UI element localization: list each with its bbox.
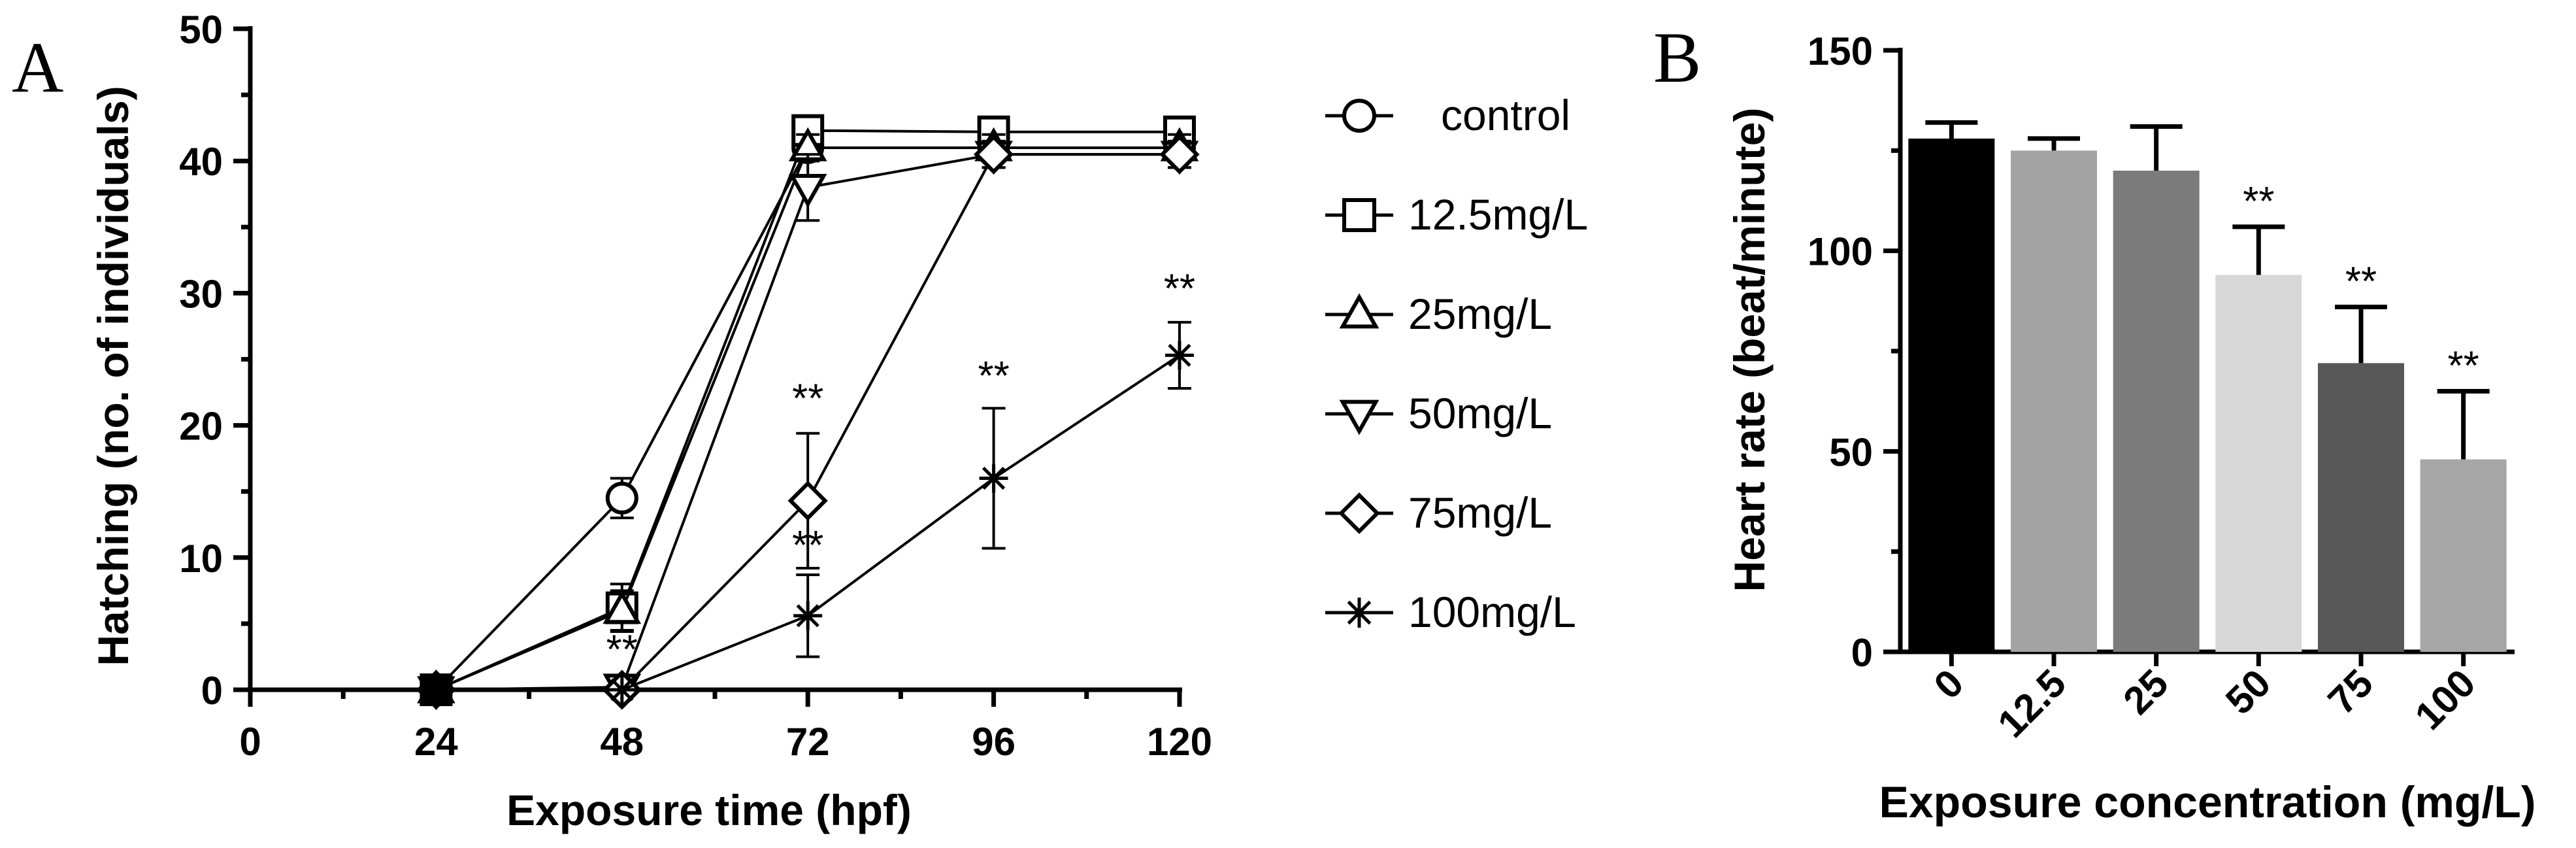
y-tick-label-a: 30 [179,272,223,316]
bar [2215,275,2302,652]
legend-marker-triangle-up [1339,293,1379,329]
legend-marker-circle [1342,99,1376,133]
data-point-circle [605,481,638,515]
legend-label: 25mg/L [1408,290,1552,338]
legend-marker-triangle-down [1339,399,1379,435]
bar [2318,363,2404,652]
error-bar [2130,124,2183,171]
legend-item-control: control [1325,91,1570,139]
data-point-triangle-up [603,590,642,624]
x-tick-label-a: 48 [600,720,644,764]
x-tick-label-b: 75 [2320,661,2382,723]
x-tick-label-a: 120 [1147,720,1212,764]
significance-marker: ** [978,354,1009,399]
legend-label: 100mg/L [1408,588,1576,636]
data-point-diamond [1159,134,1200,175]
data-point-asterisk [979,464,1008,493]
y-tick-label-b: 150 [1808,29,1873,73]
legend-label: control [1441,91,1570,139]
significance-marker: ** [2448,343,2479,388]
x-tick-label-b: 0 [1926,661,1972,707]
y-tick-label-a: 20 [179,405,223,449]
error-bar [2232,224,2285,275]
bar [2113,171,2200,652]
x-tick-label-b: 50 [2217,661,2279,723]
x-axis-label-b: Exposure concentration (mg/L) [1879,777,2536,827]
data-point-asterisk [1165,341,1194,370]
y-axis-label-b: Heart rate (beat/minute) [1725,108,1774,592]
panel-label-a: A [12,27,63,107]
significance-marker: ** [1164,267,1195,312]
data-point-asterisk [793,601,823,630]
bar-group-75: 75 ** [2318,260,2404,723]
x-axis-label-a: Exposure time (hpf) [506,786,912,834]
x-tick-label-b: 100 [2407,661,2484,738]
y-tick-label-a: 0 [201,669,223,713]
legend: control 12.5mg/L 25mg/L 50mg/L 75mg/L 100mg/L [1325,91,1588,636]
error-bar [2437,388,2490,460]
y-tick-label-b: 0 [1851,631,1873,675]
legend-marker-square [1342,198,1376,232]
bar-group-100: 100 ** [2407,343,2507,738]
x-tick-label-a: 24 [414,720,458,764]
significance-marker: ** [2345,260,2377,305]
x-tick-label-a: 0 [239,720,261,764]
legend-label: 75mg/L [1408,488,1552,537]
data-point-triangle-down [788,174,827,209]
significance-marker: ** [792,523,823,568]
panel-b-bar-chart: B 0 50 100 150 0 12.5 25 50 ** 75 ** 100 ** Exposur… [1653,18,2536,827]
x-tick-label-b: 25 [2115,661,2177,723]
legend-item-50mg-l: 50mg/L [1325,389,1552,437]
legend-item-100mg-l: 100mg/L [1325,588,1576,636]
legend-label: 12.5mg/L [1408,190,1588,239]
data-point-diamond [973,134,1014,175]
error-bar [1925,120,1978,139]
legend-marker-asterisk [1344,598,1374,628]
legend-item-25mg-l: 25mg/L [1325,290,1552,338]
bar [2420,459,2507,652]
legend-item-12-5mg-l: 12.5mg/L [1325,190,1588,239]
y-axis-label-a: Hatching (no. of individuals) [89,86,137,666]
bar [1908,138,1995,652]
data-point-diamond [787,481,828,521]
error-bar [2335,305,2387,364]
y-tick-label-a: 40 [179,140,223,184]
data-point-asterisk [607,675,636,704]
significance-marker: ** [2243,179,2274,224]
bar-group-25: 25 [2113,124,2200,723]
bar [2011,150,2097,653]
legend-marker-diamond [1338,492,1380,534]
x-tick-label-a: 72 [786,720,830,764]
panel-label-b: B [1653,18,1701,97]
panel-a-line-chart: A 0 10 20 30 40 50 0 24 48 72 96 120 ** ** ** ** ** Exp… [12,8,1588,834]
y-tick-label-b: 50 [1829,430,1873,474]
x-tick-label-b: 12.5 [1989,661,2074,746]
significance-marker: ** [606,628,638,673]
bar-group-50: 50 ** [2215,179,2302,723]
data-point-overlap-24 [420,674,452,705]
error-bar [2028,136,2080,151]
x-tick-label-a: 96 [972,720,1016,764]
bar-group-0: 0 [1908,120,1995,707]
legend-label: 50mg/L [1408,389,1552,437]
y-tick-label-b: 100 [1808,230,1873,274]
legend-item-75mg-l: 75mg/L [1325,488,1552,537]
y-tick-label-a: 50 [179,8,223,52]
significance-marker: ** [792,376,823,421]
y-tick-label-a: 10 [179,537,223,581]
bar-group-12-5: 12.5 [1989,136,2097,746]
